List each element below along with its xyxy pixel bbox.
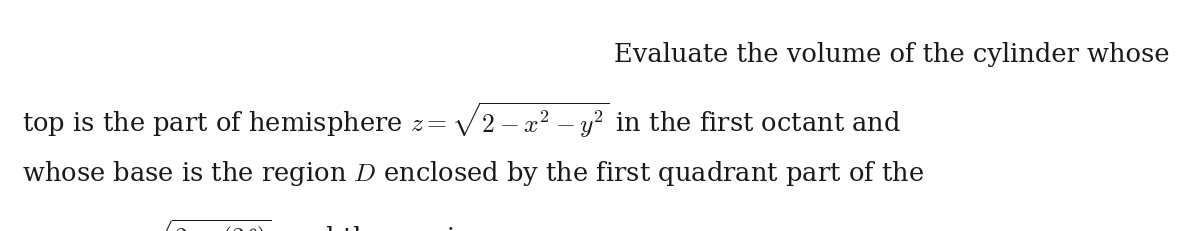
Text: curve $r = \sqrt{2\cos(2\theta)}$, and the x-axis.: curve $r = \sqrt{2\cos(2\theta)}$, and t… (22, 216, 475, 231)
Text: whose base is the region $D$ enclosed by the first quadrant part of the: whose base is the region $D$ enclosed by… (22, 158, 924, 187)
Text: top is the part of hemisphere $z = \sqrt{2 - x^2 - y^2}$ in the first octant and: top is the part of hemisphere $z = \sqrt… (22, 100, 901, 140)
Text: Evaluate the volume of the cylinder whose: Evaluate the volume of the cylinder whos… (614, 42, 1170, 67)
